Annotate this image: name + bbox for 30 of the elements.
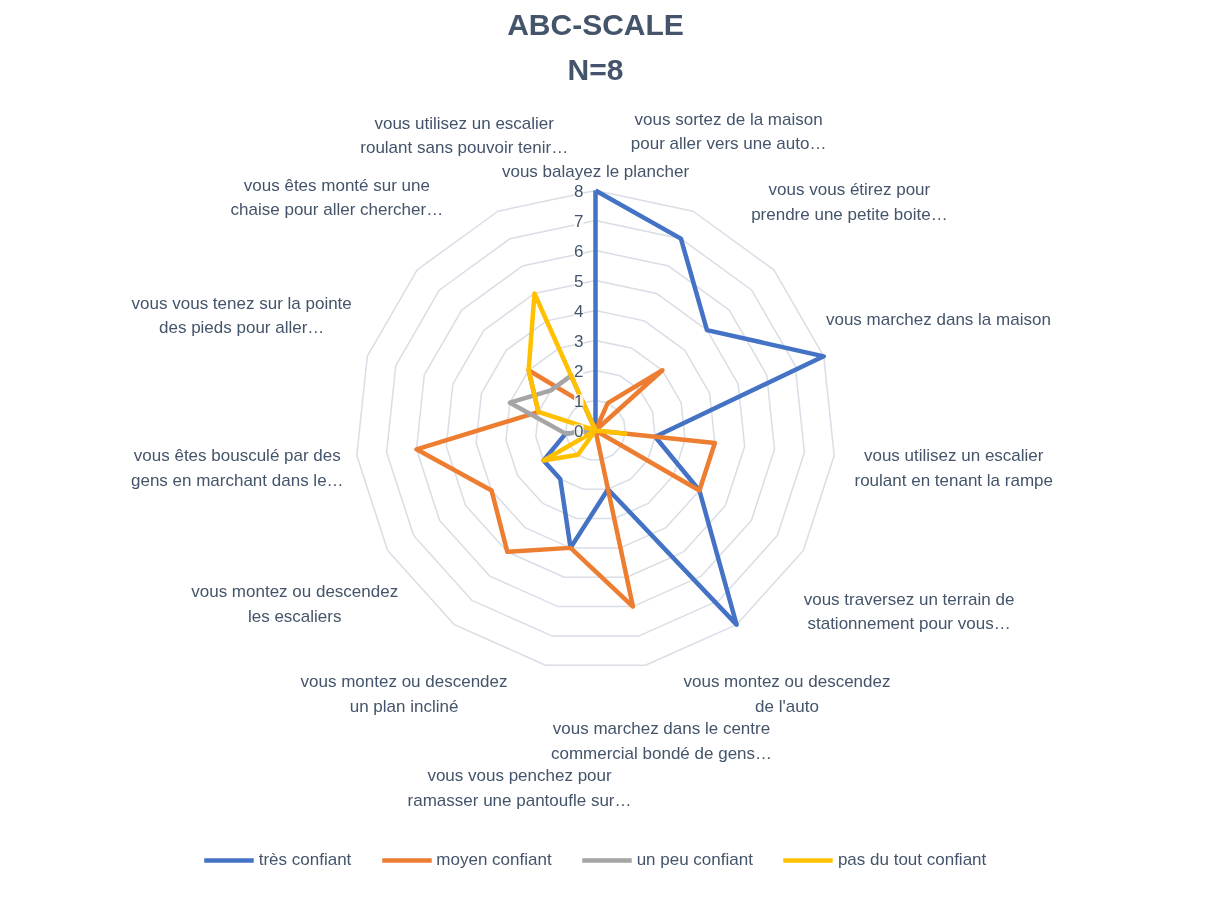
spoke-label: vous vous penchez pour ramasser une pantoufle sur…: [407, 766, 632, 810]
y-tick-label: 3: [574, 331, 584, 351]
spoke-label: vous marchez dans le centre commercial bondé de gens…: [550, 719, 773, 763]
y-tick-label: 0: [574, 421, 584, 441]
y-tick-label: 7: [574, 211, 584, 231]
spoke-label: vous montez ou descendez les escaliers: [191, 582, 399, 627]
spoke-label: vous montez ou descendez un plan incliné: [300, 672, 508, 716]
chart-subtitle: N=8: [567, 52, 624, 86]
y-tick-label: 4: [574, 301, 584, 321]
y-tick-label: 2: [574, 361, 584, 381]
chart-title: ABC-SCALE: [507, 7, 684, 41]
spoke-label: vous êtes bousculé par des gens en marchant dans le…: [130, 446, 344, 490]
y-tick-label: 5: [574, 271, 584, 291]
spoke-label: vous balayez le plancher: [501, 162, 690, 181]
spoke-label: vous traversez un terrain de stationnement pour vous…: [803, 589, 1015, 634]
spoke-label: vous utilisez un escalier roulant en tenant la rampe: [854, 446, 1053, 490]
legend-label: pas du tout confiant: [837, 850, 987, 870]
legend-label: un peu confiant: [636, 850, 753, 870]
spoke-label: vous utilisez un escalier roulant sans pouvoir tenir…: [360, 113, 569, 158]
spoke-label: vous vous tenez sur la pointe des pieds pour aller…: [131, 293, 352, 338]
y-tick-label: 6: [574, 241, 584, 261]
y-tick-label: 1: [574, 391, 584, 411]
spoke-label: vous vous étirez pour prendre une petite boite…: [751, 180, 948, 224]
y-tick-label: 8: [574, 181, 584, 201]
spoke-label: vous montez ou descendez de l'auto: [683, 672, 891, 716]
legend-label: très confiant: [258, 850, 352, 870]
spoke-label: vous marchez dans la maison: [825, 309, 1051, 329]
legend-label: moyen confiant: [436, 850, 552, 870]
spoke-label: vous sortez de la maison pour aller vers une auto…: [630, 109, 827, 154]
spoke-label: vous êtes monté sur une chaise pour aller chercher…: [230, 175, 444, 220]
